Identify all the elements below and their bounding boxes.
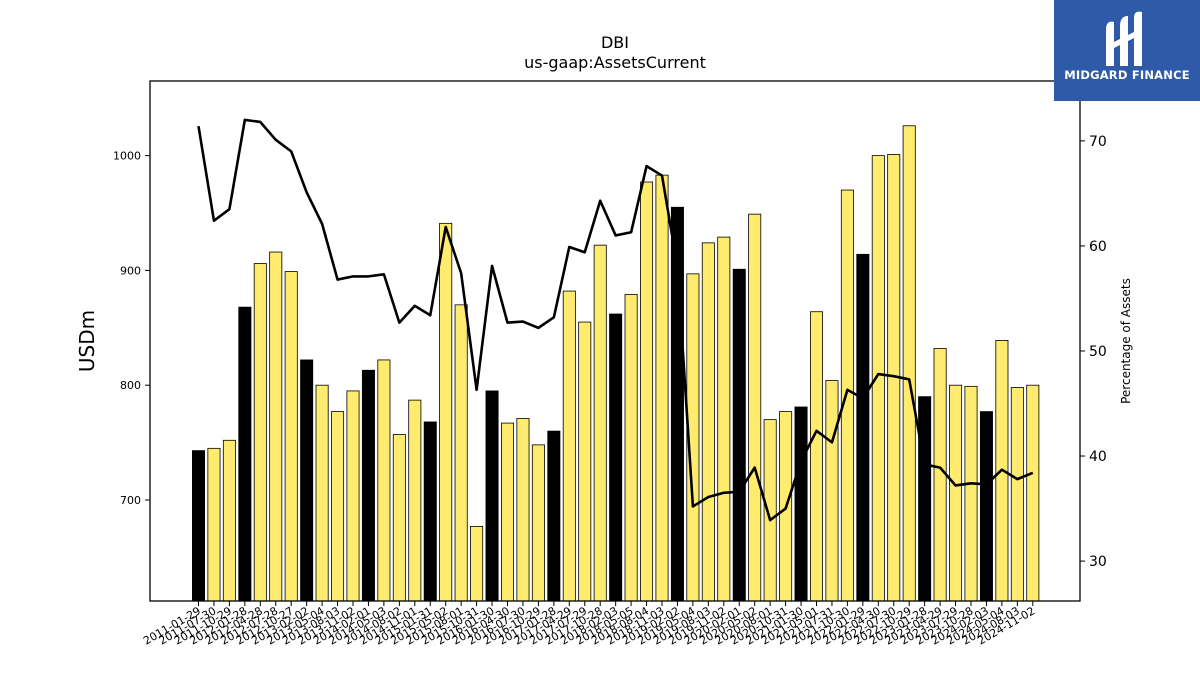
bar — [1026, 384, 1040, 602]
bar — [902, 125, 916, 602]
bar — [361, 369, 375, 602]
bar — [392, 434, 406, 602]
y2-tick-label: 70 — [1089, 134, 1107, 150]
bar — [315, 384, 329, 602]
bar — [547, 430, 561, 602]
bar — [933, 348, 947, 602]
chart-title: DBI — [601, 33, 629, 52]
bar — [609, 313, 623, 602]
bar — [964, 385, 978, 602]
bar — [284, 271, 298, 602]
bar — [810, 311, 824, 602]
plot-frame — [149, 80, 1081, 602]
bar — [439, 222, 453, 602]
bar — [701, 242, 715, 602]
bar — [423, 421, 437, 602]
midgard-finance-logo: MIDGARD FINANCE — [1054, 0, 1200, 101]
bar — [840, 189, 854, 602]
x-axis: 2011-01-292011-07-302011-10-292012-01-28… — [141, 601, 1037, 648]
bar — [207, 447, 221, 602]
bar — [578, 321, 592, 602]
bar — [531, 444, 545, 602]
bar — [856, 253, 870, 602]
bar — [763, 419, 777, 602]
bar — [454, 304, 468, 602]
bar — [949, 384, 963, 602]
bar — [346, 390, 360, 602]
bar — [562, 290, 576, 602]
y-axis-left: 700 800 900 1000 — [113, 150, 150, 507]
bar — [979, 411, 993, 602]
bar — [640, 181, 654, 602]
logo-text: MIDGARD FINANCE — [1064, 68, 1190, 82]
line-series — [197, 118, 1034, 522]
bar — [717, 236, 731, 602]
y-axis-label: USDm — [75, 310, 99, 372]
y-axis-right: 30 40 50 60 70 — [1080, 134, 1107, 570]
bar — [269, 251, 283, 602]
bar — [191, 450, 205, 602]
y-tick-label: 1000 — [113, 150, 141, 163]
bar — [485, 390, 499, 602]
y2-tick-label: 60 — [1089, 239, 1107, 255]
bar — [500, 422, 514, 602]
bar — [516, 418, 530, 602]
bar — [593, 244, 607, 602]
bar — [624, 294, 638, 602]
y-tick-label: 800 — [120, 379, 141, 392]
bar — [377, 359, 391, 602]
bar — [655, 174, 669, 602]
bar — [222, 439, 236, 602]
chart-subtitle: us-gaap:AssetsCurrent — [524, 53, 706, 72]
bar — [408, 399, 422, 602]
bar — [748, 213, 762, 602]
y2-tick-label: 30 — [1089, 554, 1107, 570]
bar — [1010, 387, 1024, 602]
percentage-line — [197, 118, 1034, 522]
bar — [470, 525, 484, 602]
bar — [300, 359, 314, 602]
bar — [871, 155, 885, 602]
bar — [732, 268, 746, 602]
y2-tick-label: 40 — [1089, 449, 1107, 465]
y-tick-label: 900 — [120, 264, 141, 277]
midgard-m-logo-icon — [1106, 11, 1142, 67]
y-tick-label: 700 — [120, 494, 141, 507]
bar — [918, 396, 932, 602]
bar — [794, 406, 808, 602]
y2-tick-label: 50 — [1089, 344, 1107, 360]
bar — [253, 263, 267, 602]
bar — [238, 306, 252, 602]
bar — [825, 380, 839, 602]
bar-series — [191, 125, 1040, 602]
y2-axis-label: Percentage of Assets — [1119, 278, 1133, 404]
bar — [331, 411, 345, 602]
